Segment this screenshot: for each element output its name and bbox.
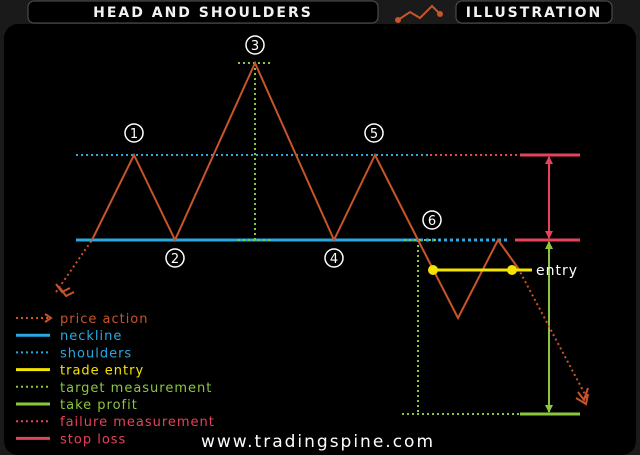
footer-url: www.tradingspine.com	[201, 432, 435, 452]
legend-item: price action	[16, 312, 149, 327]
legend-item: target measurement	[16, 381, 212, 396]
legend-label: target measurement	[60, 381, 212, 396]
point-label-4: 4	[330, 252, 338, 267]
point-marker-5: 5	[364, 123, 384, 143]
point-label-6: 6	[428, 214, 436, 229]
point-label-1: 1	[130, 127, 138, 142]
point-label-3: 3	[251, 39, 259, 54]
failure-arrow-down	[545, 231, 553, 239]
legend-item: trade entry	[16, 364, 144, 379]
legend-label: neckline	[60, 329, 122, 344]
legend-arrow-icon	[44, 313, 53, 323]
point-marker-6: 6	[422, 210, 442, 230]
point-marker-2: 2	[165, 248, 185, 268]
legend-label: stop loss	[60, 432, 126, 447]
legend: price action neckline shoulders trade entry…	[16, 312, 215, 447]
title-bar	[27, 0, 379, 24]
price-action-pattern	[91, 60, 519, 321]
take-profit-arrow-up	[545, 241, 553, 249]
price-end-arrow-icon	[575, 387, 589, 406]
subtitle-bar	[455, 0, 613, 24]
legend-item: stop loss	[16, 432, 126, 447]
legend-item: neckline	[16, 329, 122, 344]
legend-item: shoulders	[16, 346, 132, 361]
point-marker-4: 4	[324, 248, 344, 268]
legend-label: failure measurement	[60, 415, 215, 430]
price-action-lead-in	[55, 239, 93, 293]
point-label-2: 2	[171, 252, 179, 267]
legend-label: price action	[60, 312, 149, 327]
point-marker-1: 1	[124, 123, 144, 143]
entry-label: entry	[536, 263, 578, 279]
point-marker-3: 3	[245, 35, 265, 55]
page-subtitle: ILLUSTRATION	[466, 5, 602, 21]
legend-label: take profit	[60, 398, 138, 413]
point-label-5: 5	[370, 127, 378, 142]
page-title: HEAD AND SHOULDERS	[93, 5, 313, 21]
take-profit-arrow-down	[545, 405, 553, 413]
price-start-arrow-icon	[55, 283, 75, 298]
entry-marker-left	[428, 265, 438, 275]
legend-label: shoulders	[60, 346, 132, 361]
failure-arrow-up	[545, 156, 553, 164]
logo-icon	[395, 4, 443, 23]
legend-item: failure measurement	[16, 415, 215, 430]
legend-item: take profit	[16, 398, 138, 413]
entry-marker-right	[507, 265, 517, 275]
legend-label: trade entry	[60, 364, 144, 379]
